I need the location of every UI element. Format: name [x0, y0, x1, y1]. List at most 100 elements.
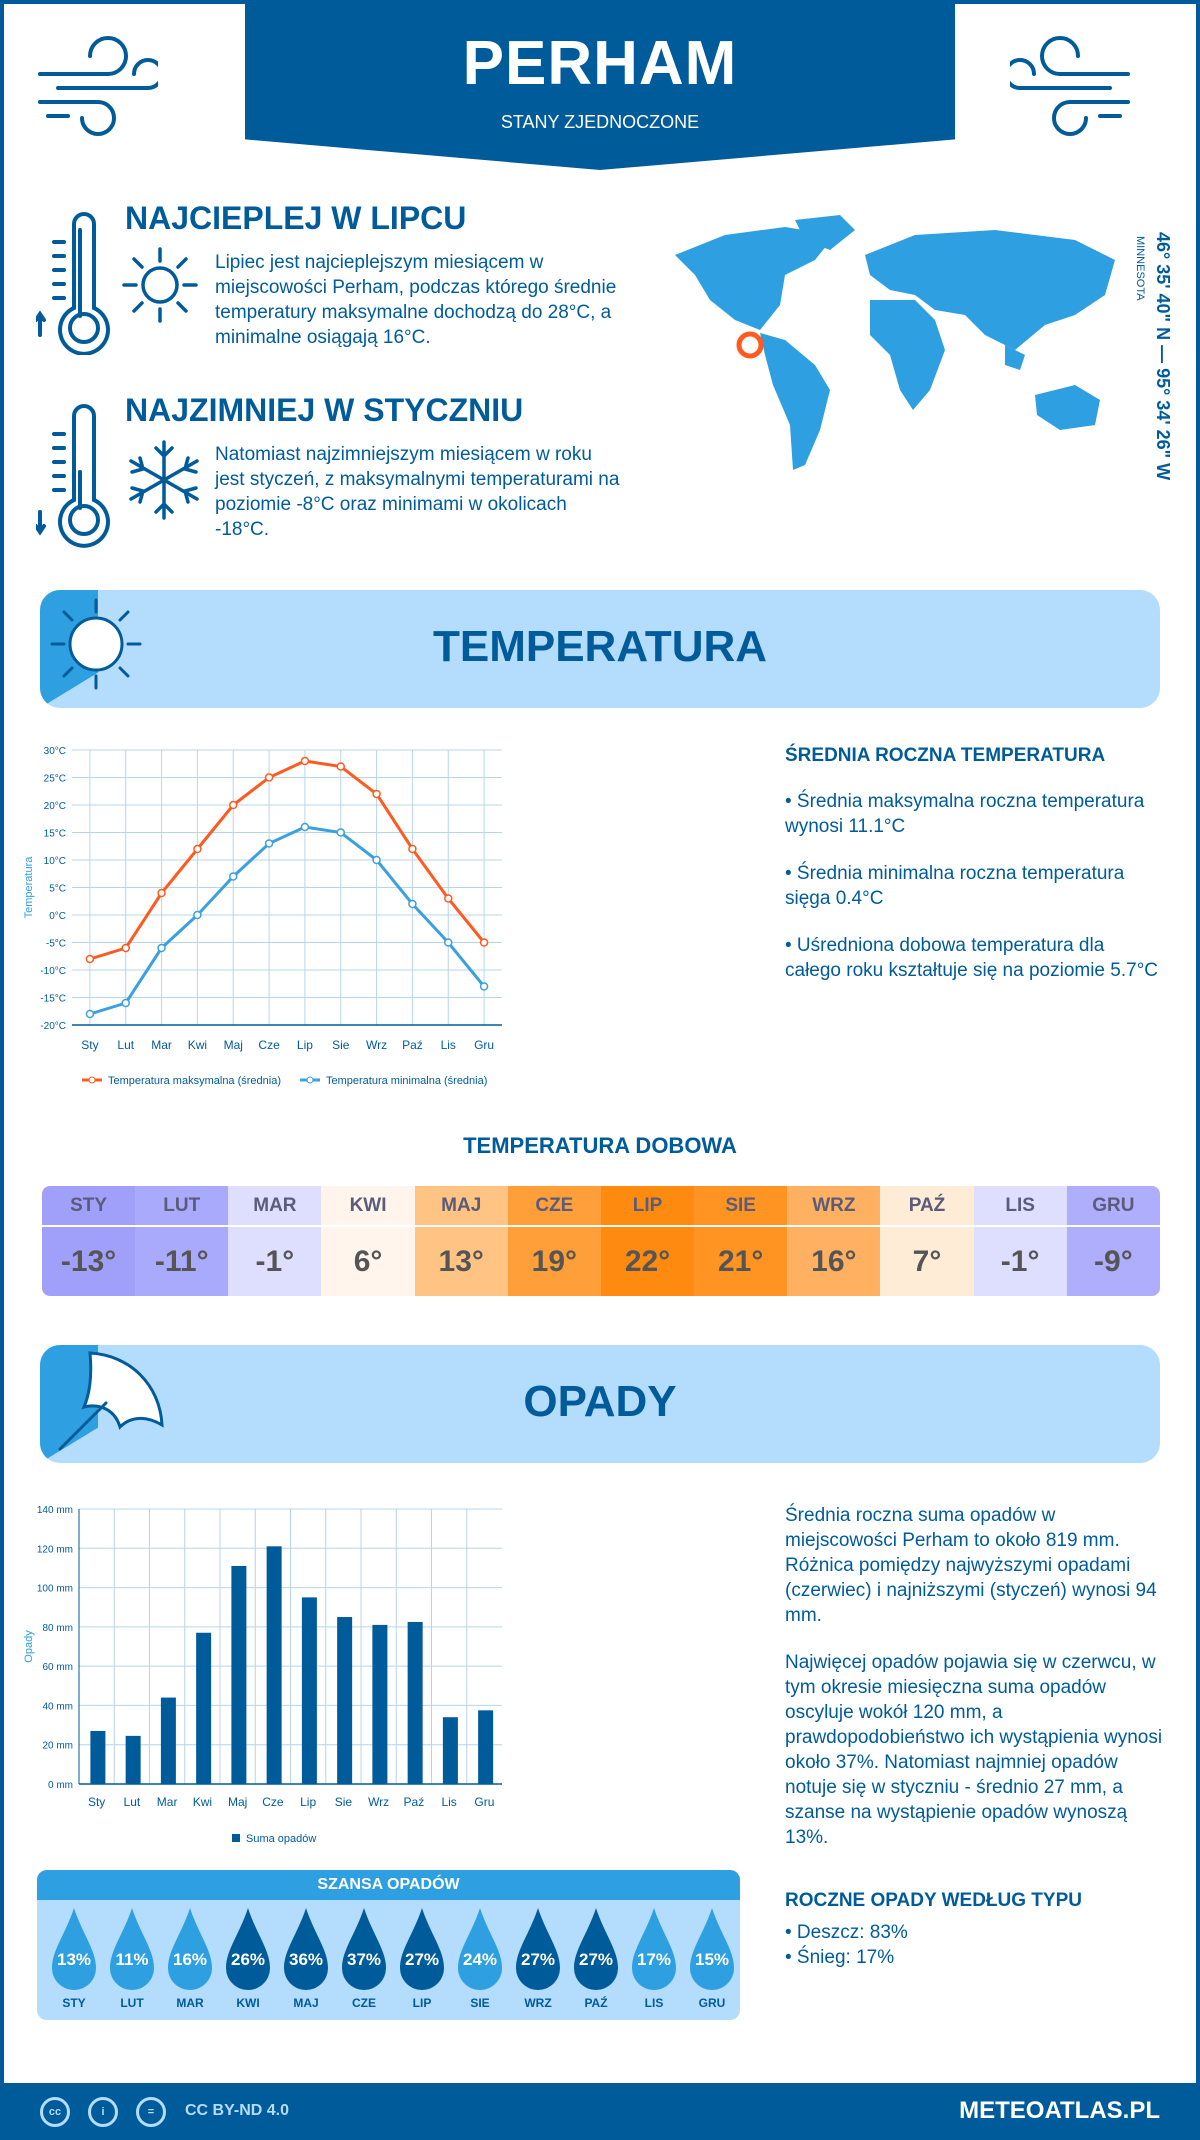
thermometer-cold-icon [36, 404, 110, 548]
site-link[interactable]: METEOATLAS.PL [959, 2097, 1160, 2124]
header-banner [245, 0, 955, 170]
precipitation-chance-drop: 15% GRU [690, 1908, 734, 2010]
chance-month: STY [62, 1996, 86, 2010]
precipitation-banner: OPADY [40, 1345, 1160, 1463]
chance-value: 11% [115, 1950, 149, 1969]
temperature-title: TEMPERATURA [432, 622, 768, 671]
data-point [264, 773, 274, 782]
y-tick-label: 80 mm [42, 1623, 73, 1634]
summary-bullet: • Średnia maksymalna roczna temperatura … [785, 791, 1145, 837]
drop-icon [226, 1908, 270, 1990]
x-tick-label: Lip [297, 1038, 313, 1052]
summary-bullet: • Uśredniona dobowa temperatura dla całe… [785, 935, 1159, 981]
daily-month: MAR [228, 1186, 322, 1227]
chance-value: 24% [462, 1950, 498, 1969]
chance-month: MAR [176, 1996, 204, 2010]
precipitation-chance-drop: 36% MAJ [284, 1908, 328, 2010]
daily-value: -9° [1066, 1226, 1160, 1296]
precipitation-chance-panel: SZANSA OPADÓW 13% STY 11% LUT 16% MAR 26% KWI 36… [37, 1870, 740, 2020]
x-tick-label: Sty [81, 1038, 98, 1052]
chance-value: 36% [288, 1950, 324, 1969]
daily-value: 21° [694, 1226, 788, 1296]
bar [478, 1710, 494, 1784]
chance-month: PAŹ [584, 1996, 608, 2010]
x-tick-label: Mar [151, 1038, 172, 1052]
data-point [264, 839, 274, 848]
daily-value: 16° [787, 1226, 881, 1296]
drop-icon [458, 1908, 502, 1990]
x-tick-label: Maj [228, 1795, 247, 1809]
y-tick-label: 0°C [49, 911, 66, 922]
y-tick-label: 15°C [44, 829, 66, 840]
data-point [336, 828, 345, 837]
x-tick-label: Mar [157, 1795, 178, 1809]
data-point [300, 756, 310, 766]
cc-icon: cc [40, 2097, 70, 2127]
daily-month: PAŹ [880, 1186, 974, 1227]
legend-swatch [232, 1834, 240, 1842]
y-axis-label: Temperatura [23, 856, 35, 919]
daily-month: STY [42, 1186, 136, 1227]
wind-icon [38, 36, 158, 136]
daily-value: -13° [42, 1226, 136, 1296]
series-line [89, 759, 486, 961]
data-point [479, 938, 489, 947]
y-tick-label: -10°C [40, 966, 66, 977]
series-line [89, 825, 486, 1016]
daily-month: KWI [321, 1186, 415, 1227]
x-tick-label: Paź [404, 1795, 425, 1809]
y-tick-label: -5°C [46, 939, 66, 950]
y-tick-label: 5°C [49, 884, 66, 895]
bar [301, 1597, 317, 1784]
data-point [372, 789, 381, 799]
x-tick-label: Sie [332, 1038, 350, 1052]
chance-month: SIE [470, 1996, 490, 2010]
data-point [479, 982, 489, 991]
x-tick-label: Cze [262, 1795, 284, 1809]
chance-value: 37% [346, 1950, 382, 1969]
drop-icon [168, 1908, 212, 1990]
temperature-chart: -20°C -15°C -10°C -5°C 0°C 5°C 10°C 15°C 20°C 25°… [23, 746, 502, 1087]
chance-month: CZE [352, 1996, 376, 2010]
chance-month: KWI [236, 1996, 260, 2010]
bar [196, 1632, 212, 1784]
daily-value: -1° [973, 1226, 1067, 1296]
legend-marker [306, 1076, 314, 1084]
rain-share: • Deszcz: 83% [785, 1922, 908, 1943]
drop-icon [110, 1908, 154, 1990]
data-point [85, 1009, 95, 1019]
precipitation-chart: 0 mm 20 mm 40 mm 60 mm 80 mm 100 mm 120 mm 140 … [23, 1505, 502, 1845]
country-subtitle: STANY ZJEDNOCZONE [500, 112, 700, 132]
umbrella-icon [58, 1351, 164, 1451]
y-tick-label: -15°C [40, 994, 66, 1005]
precipitation-chance-drop: 17% LIS [632, 1908, 676, 2010]
bar [337, 1617, 353, 1784]
chance-value: 27% [578, 1950, 614, 1969]
data-point [121, 943, 130, 953]
y-tick-label: -20°C [40, 1021, 66, 1032]
summary-bullet: • Średnia minimalna roczna temperatura s… [785, 863, 1125, 909]
city-title: PERHAM [462, 29, 738, 98]
attribution-icon: i [88, 2097, 118, 2127]
temperature-banner: TEMPERATURA [40, 590, 1160, 708]
x-tick-label: Kwi [188, 1038, 207, 1052]
bar [407, 1621, 423, 1784]
legend-label: Temperatura minimalna (średnia) [326, 1075, 487, 1087]
x-tick-label: Maj [224, 1038, 243, 1052]
x-tick-label: Wrz [368, 1795, 389, 1809]
data-point [408, 844, 417, 854]
bar [160, 1697, 176, 1784]
data-point [193, 910, 202, 920]
bar [372, 1624, 388, 1784]
y-tick-label: 0 mm [48, 1780, 73, 1791]
daily-value: 7° [880, 1226, 974, 1296]
thermometer-warm-icon [36, 212, 110, 355]
region-label: MINNESOTA [1134, 236, 1146, 301]
daily-value: -11° [135, 1226, 229, 1296]
daily-value: 22° [600, 1226, 695, 1296]
daily-month: LIS [973, 1186, 1067, 1227]
chance-value: 16% [172, 1950, 208, 1969]
legend-marker [88, 1076, 96, 1084]
x-tick-label: Gru [474, 1038, 494, 1052]
chance-value: 27% [520, 1950, 556, 1969]
